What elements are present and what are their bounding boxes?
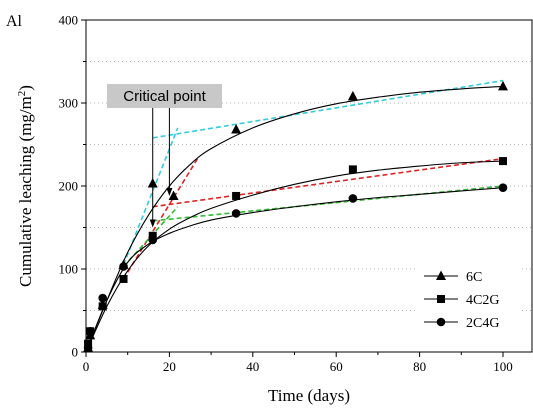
data-point-2C4G — [98, 293, 107, 303]
data-point-2C4G — [85, 326, 95, 336]
x-axis-title: Time (days) — [268, 386, 350, 405]
y-tick-label: 200 — [59, 179, 79, 194]
data-point-2C4G — [498, 183, 508, 192]
x-tick-label: 0 — [83, 359, 90, 374]
fit-curves — [85, 85, 504, 353]
y-tick-label: 400 — [59, 13, 79, 28]
data-markers — [83, 80, 508, 353]
data-point-6C — [231, 124, 242, 134]
data-point-2C4G — [348, 194, 358, 203]
legend-label: 2C4G — [466, 316, 499, 331]
callout-arrows — [149, 108, 173, 228]
arrow-head — [149, 219, 156, 228]
data-point-4C2G — [348, 165, 357, 174]
fit-curve — [85, 85, 504, 353]
legend-marker — [436, 317, 446, 327]
legend-marker — [437, 295, 445, 303]
tangent-line — [152, 185, 504, 222]
legend-label: 6C — [466, 270, 482, 285]
y-tick-label: 0 — [72, 345, 79, 360]
x-axis-ticks: 0 20 40 60 80 100 — [83, 352, 513, 374]
data-point-2C4G — [148, 235, 158, 245]
x-tick-label: 40 — [246, 359, 259, 374]
data-point-6C — [347, 90, 358, 101]
y-axis-ticks: 0 100 200 300 400 — [59, 13, 86, 360]
data-point-4C2G — [499, 157, 507, 166]
x-tick-label: 100 — [493, 359, 513, 374]
legend: 6C 4C2G 2C4G — [418, 263, 522, 335]
data-point-6C — [498, 80, 508, 91]
tangent-line — [152, 79, 504, 139]
tangent-line — [152, 157, 504, 208]
data-point-2C4G — [83, 343, 93, 353]
data-point-4C2G — [98, 302, 107, 311]
y-axis-title: Cumulative leaching (mg/m2) — [16, 85, 35, 287]
fit-curve — [85, 160, 504, 353]
legend-label: 4C2G — [466, 293, 499, 308]
data-point-2C4G — [119, 262, 128, 271]
callout-text: Critical point — [123, 88, 206, 105]
data-point-4C2G — [119, 274, 128, 283]
data-point-2C4G — [231, 209, 241, 218]
callout-box — [107, 84, 222, 108]
fit-curve — [85, 187, 504, 353]
y-tick-label: 300 — [59, 96, 79, 111]
x-tick-label: 20 — [163, 359, 176, 374]
x-tick-label: 80 — [413, 359, 426, 374]
data-point-6C — [168, 190, 179, 200]
arrow-head — [166, 187, 173, 196]
y-tick-label: 100 — [59, 262, 79, 277]
critical-point-callout: Critical point — [107, 84, 222, 228]
data-point-4C2G — [232, 191, 241, 200]
panel-label: Al — [6, 13, 23, 30]
legend-marker — [436, 270, 446, 280]
x-tick-label: 60 — [330, 359, 343, 374]
